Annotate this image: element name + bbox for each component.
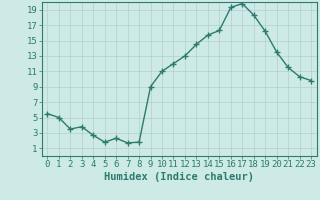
X-axis label: Humidex (Indice chaleur): Humidex (Indice chaleur) [104,172,254,182]
